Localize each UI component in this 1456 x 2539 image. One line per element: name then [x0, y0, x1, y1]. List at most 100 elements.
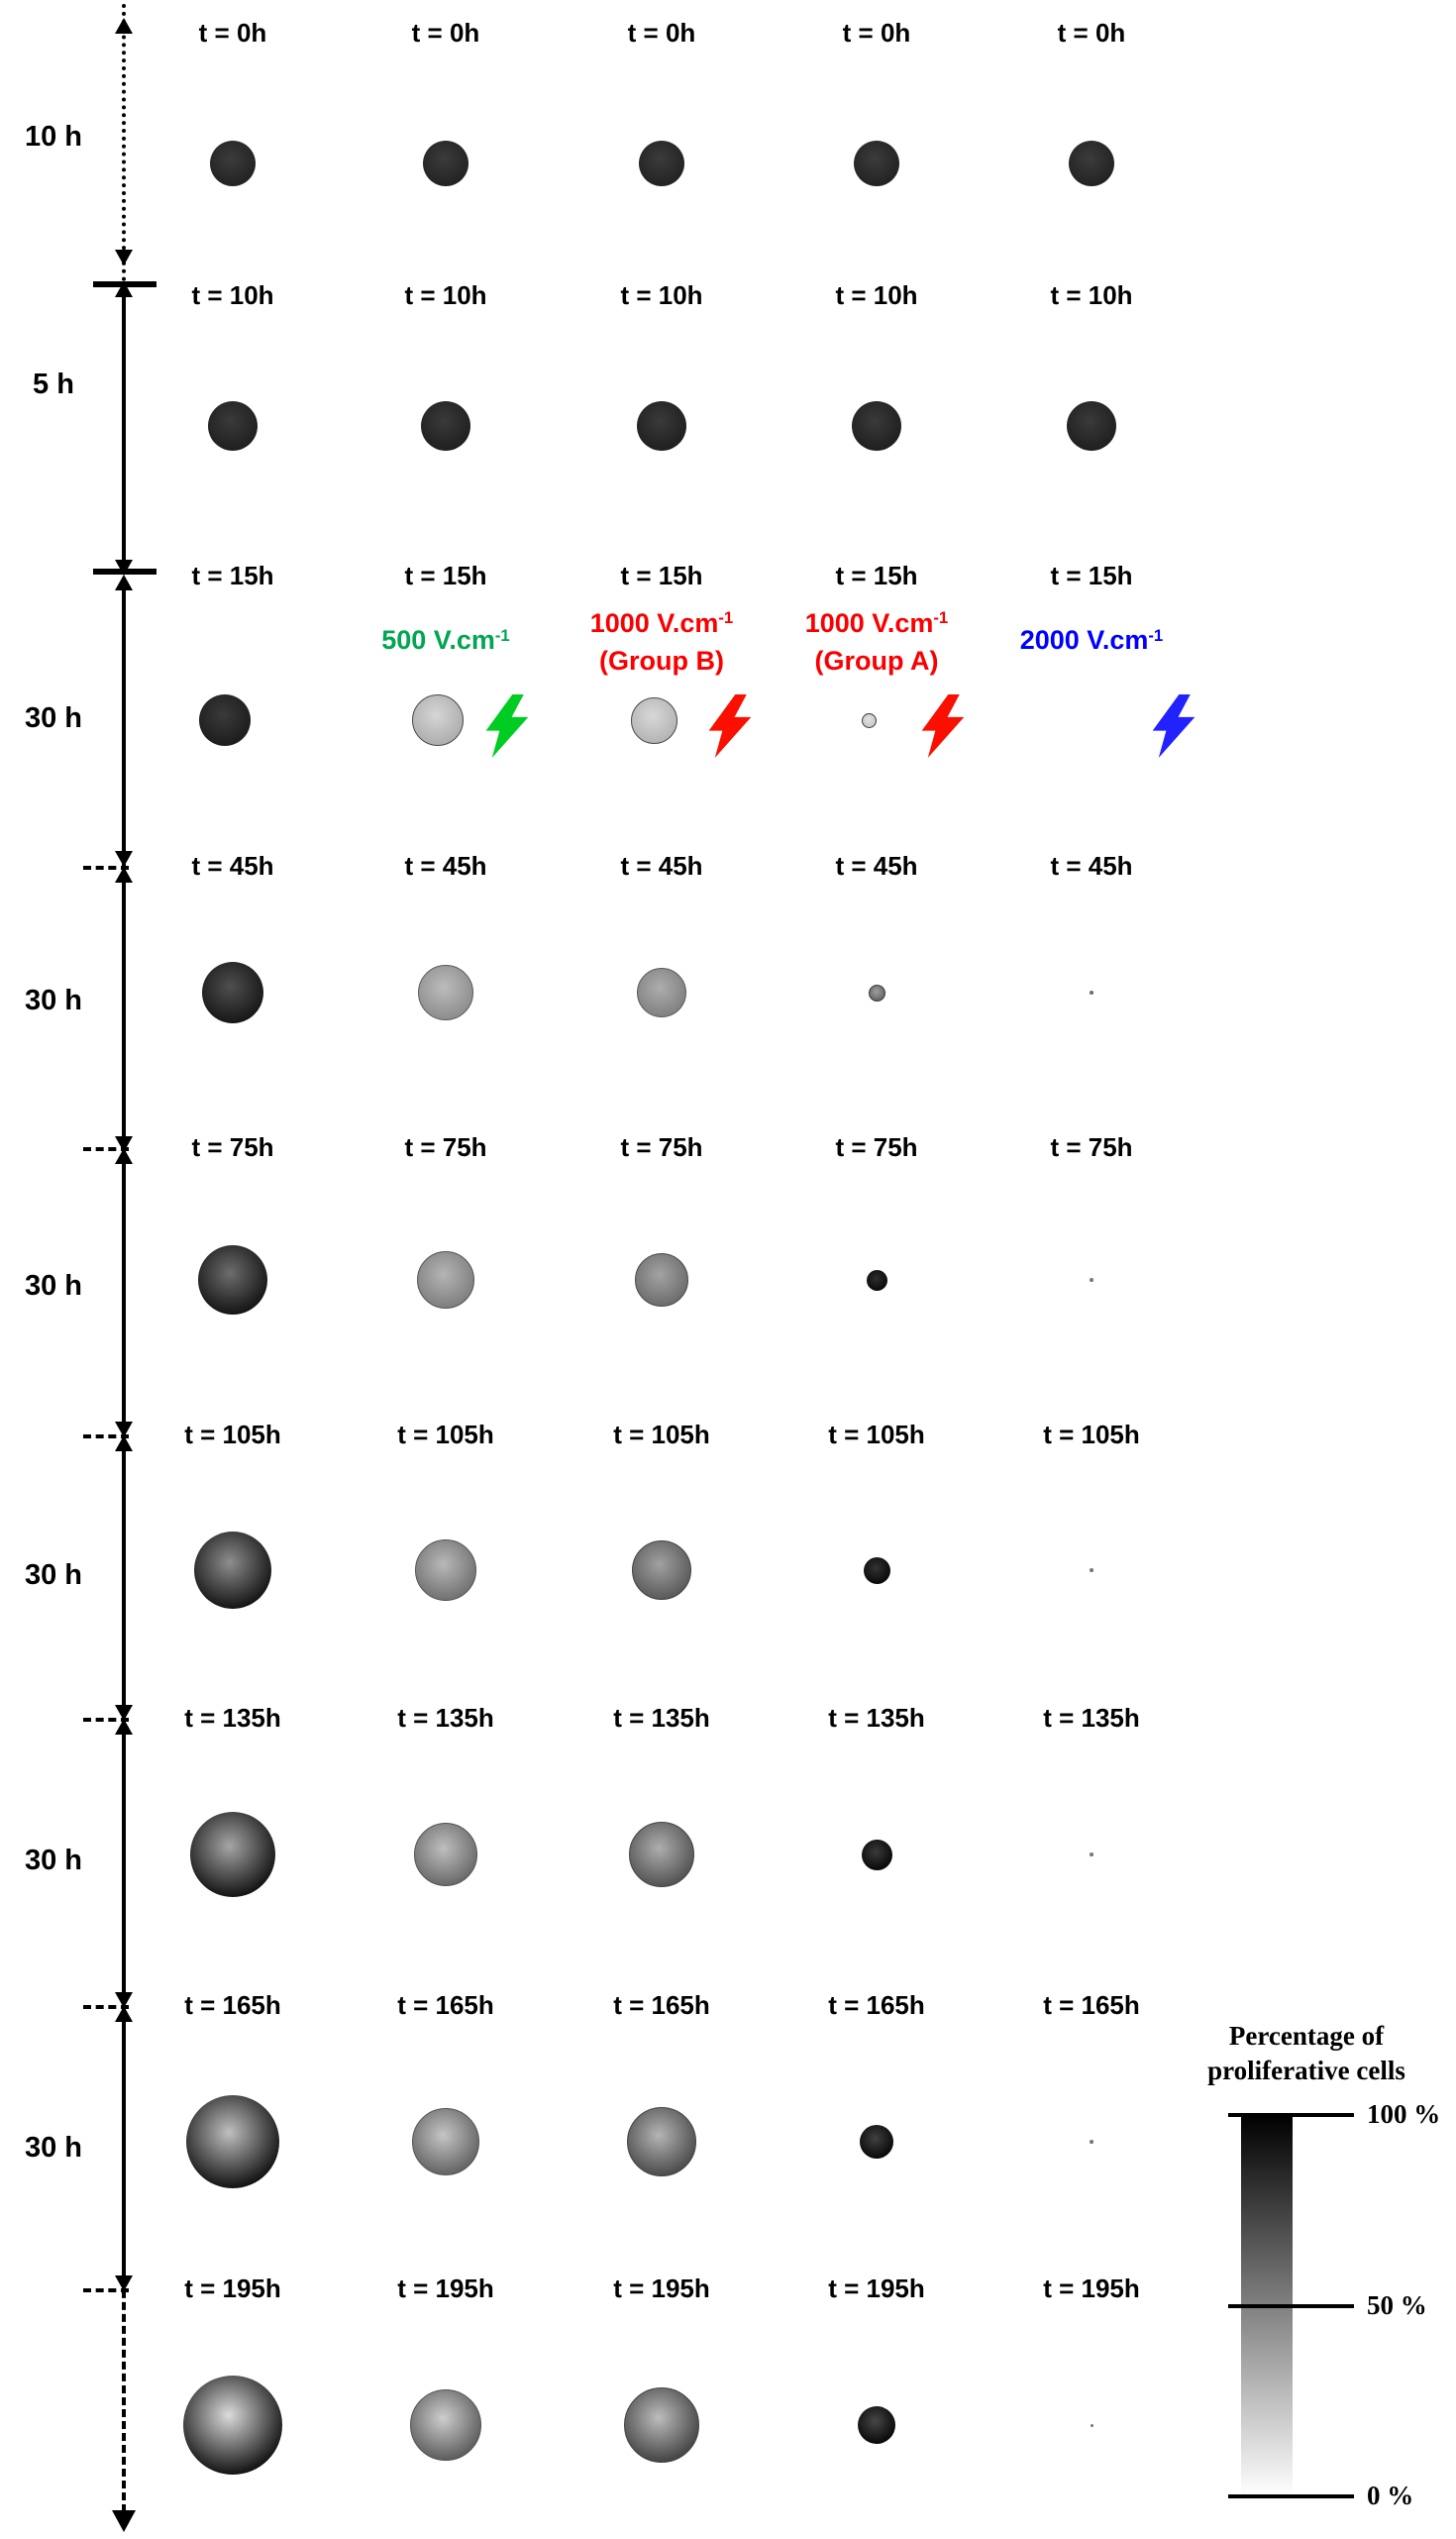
timeline-tick [93, 569, 156, 575]
spheroid [418, 965, 473, 1020]
time-label: t = 135h [613, 1703, 710, 1733]
time-label: t = 75h [835, 1132, 918, 1162]
spheroid [861, 1839, 892, 1870]
treatment-voltage-text: 1000 V.cm [804, 607, 934, 638]
spheroid [208, 401, 258, 451]
timeline-boundary-dash [83, 1434, 129, 1438]
time-label: t = 75h [620, 1132, 703, 1162]
time-label: t = 75h [191, 1132, 274, 1162]
time-label: t = 0h [842, 18, 911, 48]
lightning-bolt-icon [921, 694, 965, 758]
time-label: t = 105h [397, 1420, 494, 1449]
interval-label: 30 h [24, 1559, 83, 1591]
time-label: t = 45h [404, 851, 487, 881]
time-label: t = 10h [835, 280, 918, 310]
lightning-bolt-icon [485, 694, 529, 758]
time-label: t = 45h [1050, 851, 1133, 881]
spheroid [854, 141, 899, 186]
spheroid [635, 1253, 688, 1307]
spheroid [860, 2125, 893, 2159]
arrowhead-down-icon [115, 250, 133, 265]
spheroid [866, 1269, 887, 1291]
time-label: t = 165h [184, 1990, 281, 2020]
spheroid [199, 694, 251, 746]
time-label: t = 105h [613, 1420, 710, 1449]
spheroid [627, 2107, 696, 2176]
timeline-interval-arrow [115, 281, 133, 576]
interval-label: 30 h [24, 702, 83, 734]
timeline-boundary-dash [83, 2288, 129, 2292]
interval-label: 30 h [24, 985, 83, 1016]
time-label: t = 45h [620, 851, 703, 881]
spheroid [210, 141, 256, 186]
time-label: t = 135h [828, 1703, 925, 1733]
timeline-boundary-dash [83, 1718, 129, 1722]
spheroid [637, 968, 686, 1017]
spheroid [421, 401, 470, 451]
treatment-voltage-exponent: -1 [1148, 625, 1164, 645]
spheroid [190, 1812, 275, 1897]
spheroid [637, 401, 686, 451]
timeline-dotted-segment [122, 4, 126, 281]
time-label: t = 105h [184, 1420, 281, 1449]
time-label: t = 195h [1043, 2274, 1140, 2303]
time-label: t = 135h [1043, 1703, 1140, 1733]
spheroid [863, 1556, 890, 1584]
time-label: t = 10h [191, 280, 274, 310]
timeline-interval-arrow [115, 1435, 133, 1721]
spheroid [1090, 1278, 1093, 1282]
time-label: t = 165h [397, 1990, 494, 2020]
spheroid [852, 401, 901, 451]
spheroid [412, 694, 464, 746]
time-label: t = 75h [404, 1132, 487, 1162]
treatment-label: 500 V.cm-1 [307, 606, 584, 678]
timeline-interval-arrow [115, 1719, 133, 2008]
time-label: t = 15h [1050, 561, 1133, 590]
timeline-interval-arrow [115, 2006, 133, 2291]
spheroid [198, 1245, 267, 1315]
time-label: t = 10h [620, 280, 703, 310]
spheroid [868, 984, 885, 1002]
treatment-group: (Group B) [599, 645, 724, 676]
time-label: t = 10h [404, 280, 487, 310]
lightning-bolt-icon [1152, 694, 1196, 758]
time-label: t = 10h [1050, 280, 1133, 310]
time-label: t = 0h [411, 18, 480, 48]
legend-tick-label: 100 % [1367, 2099, 1441, 2129]
timeline-boundary-dash [83, 866, 129, 870]
time-label: t = 165h [613, 1990, 710, 2020]
time-label: t = 0h [1057, 18, 1126, 48]
time-label: t = 195h [613, 2274, 710, 2303]
spheroid [1090, 2140, 1093, 2144]
treatment-label: 1000 V.cm-1 (Group B) [523, 606, 800, 678]
time-label: t = 135h [397, 1703, 494, 1733]
spheroid [417, 1251, 474, 1309]
time-label: t = 135h [184, 1703, 281, 1733]
spheroid [1069, 141, 1114, 186]
treatment-voltage-text: 500 V.cm [381, 625, 495, 655]
time-label: t = 165h [1043, 1990, 1140, 2020]
time-label: t = 0h [627, 18, 696, 48]
legend-tick-label: 50 % [1367, 2289, 1427, 2320]
time-label: t = 15h [404, 561, 487, 590]
spheroid [630, 696, 677, 744]
interval-label: 10 h [24, 121, 83, 153]
time-label: t = 45h [835, 851, 918, 881]
legend-tick-line [1228, 2113, 1354, 2117]
spheroid [1090, 1568, 1093, 1572]
time-label: t = 15h [191, 561, 274, 590]
time-label: t = 195h [184, 2274, 281, 2303]
time-label: t = 105h [1043, 1420, 1140, 1449]
timeline-boundary-dash [83, 1147, 129, 1151]
spheroid [861, 712, 877, 728]
time-label: t = 195h [828, 2274, 925, 2303]
spheroid [414, 1823, 477, 1886]
spheroid [423, 141, 468, 186]
treatment-voltage-exponent: -1 [718, 608, 734, 628]
arrowhead-up-icon [115, 18, 133, 34]
time-label: t = 195h [397, 2274, 494, 2303]
interval-label: 30 h [24, 1845, 83, 1876]
legend-title-line2: proliferative cells [1207, 2056, 1405, 2085]
time-label: t = 0h [198, 18, 267, 48]
